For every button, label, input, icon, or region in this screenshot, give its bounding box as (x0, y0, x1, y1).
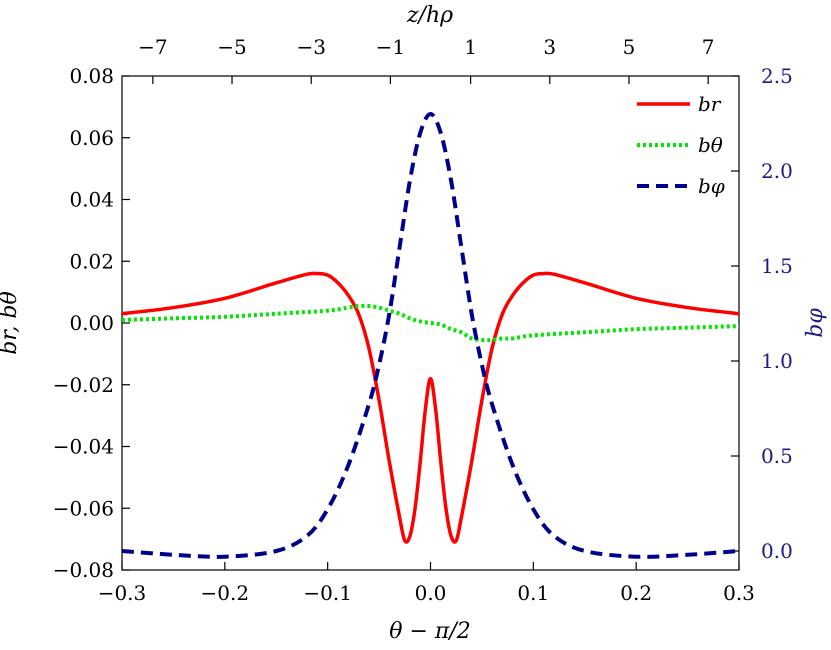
x-axis-title: θ − π/2 (389, 619, 471, 644)
y-tick-label: −0.04 (53, 435, 114, 459)
x-tick-label: −0.3 (98, 581, 147, 605)
plot-frame (121, 75, 740, 571)
series-line-bphi (121, 112, 740, 559)
x2-tick-label: 5 (623, 35, 636, 59)
x2-tick-label: 3 (543, 35, 556, 59)
y-axis-title: br, bθ (0, 291, 22, 355)
x2-tick-label: 1 (464, 35, 477, 59)
y-tick-label: 0.04 (69, 188, 114, 212)
y2-tick-label: 1.0 (761, 349, 793, 373)
x-tick-label: 0.3 (723, 581, 755, 605)
series-layer (121, 112, 740, 559)
y2-axis-title: bφ (803, 308, 828, 338)
series-line-btheta (121, 303, 740, 343)
y2-tick-label: 0.5 (761, 444, 793, 468)
y-tick-label: −0.02 (53, 373, 114, 397)
x2-tick-label: −1 (376, 35, 405, 59)
x2-tick-label: −5 (217, 35, 246, 59)
y2-tick-label: 0.0 (761, 539, 793, 563)
x2-tick-label: −7 (138, 35, 167, 59)
x2-tick-label: −3 (296, 35, 325, 59)
y-tick-label: −0.06 (53, 496, 114, 520)
y-tick-label: 0.08 (69, 64, 114, 88)
x-tick-label: 0.2 (620, 581, 652, 605)
y2-tick-label: 1.5 (761, 254, 793, 278)
x-tick-label: 0.0 (415, 581, 447, 605)
series-line-br (121, 271, 740, 544)
ticks-layer: −0.3 −0.2 −0.1 0.0 0.1 0.2 0.3 7 5 3 1 −1 −3 −5 −7 −0.0… (53, 35, 793, 605)
legend: br bθ bφ (637, 92, 725, 198)
x2-axis-title: z/hρ (406, 3, 453, 28)
x2-tick-label: 7 (702, 35, 715, 59)
legend-label-btheta: bθ (698, 133, 723, 157)
y-tick-label: 0.02 (69, 249, 114, 273)
x-tick-label: −0.2 (201, 581, 250, 605)
y2-tick-label: 2.0 (761, 159, 793, 183)
y-tick-label: −0.08 (53, 558, 114, 582)
y-tick-label: 0.00 (69, 311, 114, 335)
y-tick-label: 0.06 (69, 126, 114, 150)
x-tick-label: −0.1 (303, 581, 352, 605)
y2-tick-label: 2.5 (761, 64, 793, 88)
legend-label-bphi: bφ (698, 174, 725, 198)
legend-label-br: br (698, 92, 722, 116)
x-tick-label: 0.1 (517, 581, 549, 605)
